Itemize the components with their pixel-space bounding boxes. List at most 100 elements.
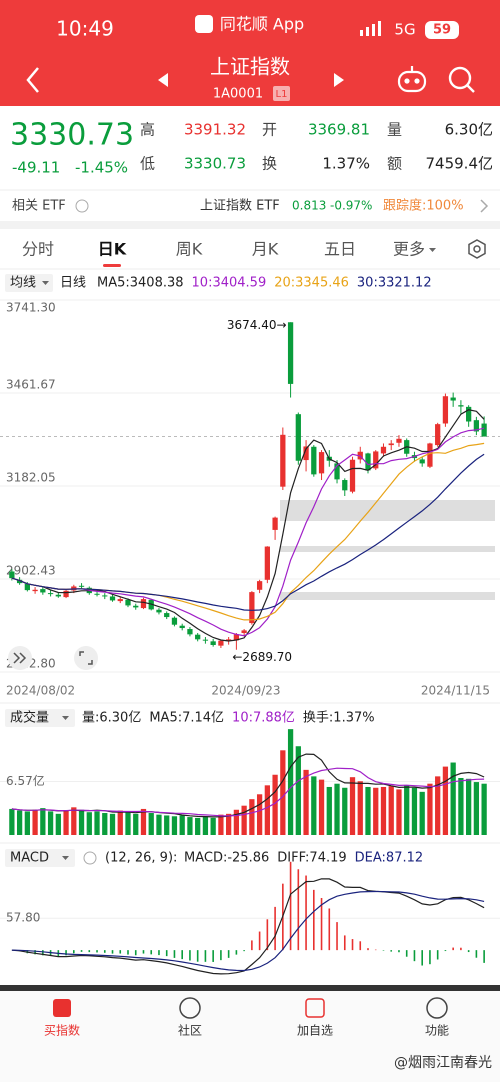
volume-bar	[195, 817, 201, 835]
volume-bar	[241, 805, 247, 835]
volume-bar	[202, 816, 209, 835]
tab[interactable]: 更多	[393, 240, 425, 259]
candle-body	[349, 459, 356, 492]
volume-bar	[272, 774, 278, 835]
ma-selector-box[interactable]	[5, 274, 53, 292]
macd-selector-box[interactable]	[5, 849, 75, 867]
next-button[interactable]	[334, 73, 344, 87]
candle-body	[287, 322, 294, 384]
date-label: 2024/09/23	[211, 684, 280, 698]
back-button[interactable]	[26, 67, 39, 93]
volume-bar	[388, 786, 394, 835]
info-icon[interactable]	[75, 199, 89, 213]
volume-bar	[40, 808, 46, 835]
date-label: 2024/11/15	[421, 684, 490, 698]
watermark: @烟雨江南春光	[394, 1055, 492, 1071]
candle-body	[9, 571, 15, 579]
volume-bar	[71, 807, 77, 835]
header-bg	[0, 0, 500, 106]
price: 3330.73	[10, 118, 134, 153]
fullscreen-icon[interactable]	[74, 646, 98, 670]
search-button[interactable]	[448, 66, 475, 93]
volume-bar	[47, 811, 54, 835]
tab[interactable]: 日K	[98, 240, 127, 259]
info-icon[interactable]	[83, 851, 97, 865]
volume-title: 成交量	[10, 710, 49, 726]
nav-item[interactable]: 加自选	[297, 1024, 333, 1038]
settings-button[interactable]	[468, 239, 486, 259]
network: 5G	[394, 21, 415, 39]
battery	[425, 21, 459, 39]
y-tick-label: 6.57亿	[6, 773, 45, 788]
stock-title: 上证指数	[210, 55, 290, 79]
candle-body	[388, 443, 394, 446]
volume-bar	[78, 809, 85, 835]
stat-label: 高	[140, 121, 155, 139]
indicator-label: DEA:87.12	[355, 851, 424, 866]
date-label: 2024/08/02	[6, 684, 75, 698]
macd-chart: 57.80	[0, 861, 500, 975]
candle-body	[40, 589, 46, 593]
nav-icon	[179, 997, 201, 1019]
candle-body	[218, 640, 224, 646]
volume-bar	[218, 814, 224, 835]
robot-icon[interactable]	[397, 66, 427, 93]
etf-change: -0.97%	[330, 199, 372, 213]
volume-labels: 量:6.30亿 MA5:7.14亿 10:7.88亿 换手:1.37%	[82, 711, 375, 726]
candle-body	[272, 517, 278, 530]
volume-bar	[280, 750, 286, 835]
volume-selector-box[interactable]	[5, 709, 75, 727]
volume-bar	[179, 815, 185, 835]
stat-label: 量	[387, 121, 402, 139]
ma-labels: MA5:3408.38 10:3404.59 20:3345.46 30:3321.1…	[97, 276, 432, 291]
candle-body	[458, 405, 464, 407]
indicator-label: 换手:1.37%	[303, 711, 375, 726]
tab-indicator	[103, 264, 121, 267]
settings-dot	[473, 245, 481, 253]
volume-bar	[16, 810, 23, 835]
candle-body	[102, 595, 108, 597]
candle-body	[365, 453, 371, 471]
tab[interactable]: 周K	[176, 240, 203, 259]
y-tick-label: 3182.05	[6, 471, 56, 485]
candle-body	[47, 593, 54, 595]
nav-item[interactable]: 功能	[425, 1024, 449, 1038]
volume-bar	[427, 783, 433, 835]
stat-label: 换	[262, 155, 277, 173]
macd-params: (12, 26, 9):	[105, 851, 177, 866]
y-tick-label: 2902.43	[6, 563, 56, 577]
nav-icon	[305, 998, 325, 1018]
tab[interactable]: 分时	[22, 240, 54, 259]
expand-icon[interactable]	[8, 646, 32, 670]
indicator-label: 10:7.88亿	[232, 711, 295, 726]
candle-body	[164, 613, 170, 618]
volume-bar	[303, 769, 309, 835]
candle-body	[63, 590, 69, 598]
etf-arrow[interactable]	[480, 199, 489, 213]
period: 日线	[60, 276, 86, 291]
indicator-label: 10:3404.59	[192, 276, 267, 291]
prev-button[interactable]	[158, 73, 168, 87]
stat-value: 1.37%	[322, 155, 370, 173]
price-zones	[280, 500, 495, 600]
candle-body	[264, 546, 270, 580]
volume-bar	[458, 777, 464, 835]
volume-bar	[86, 812, 92, 835]
volume-bar	[318, 779, 325, 835]
stat-label: 开	[262, 121, 277, 139]
tab[interactable]: 五日	[324, 240, 356, 259]
volume-bar	[63, 810, 69, 835]
app-icon	[195, 15, 213, 33]
candle-body	[380, 446, 387, 454]
nav-item[interactable]: 买指数	[44, 1023, 80, 1038]
high-annotation: 3674.40→	[227, 318, 287, 332]
stat-label: 低	[140, 155, 155, 173]
tab[interactable]: 月K	[252, 240, 279, 259]
nav-item[interactable]: 社区	[178, 1023, 202, 1038]
volume-bar	[109, 813, 116, 835]
volume-bar	[156, 814, 162, 835]
indicator-label: 20:3345.46	[274, 276, 349, 291]
candle-body	[256, 581, 263, 590]
